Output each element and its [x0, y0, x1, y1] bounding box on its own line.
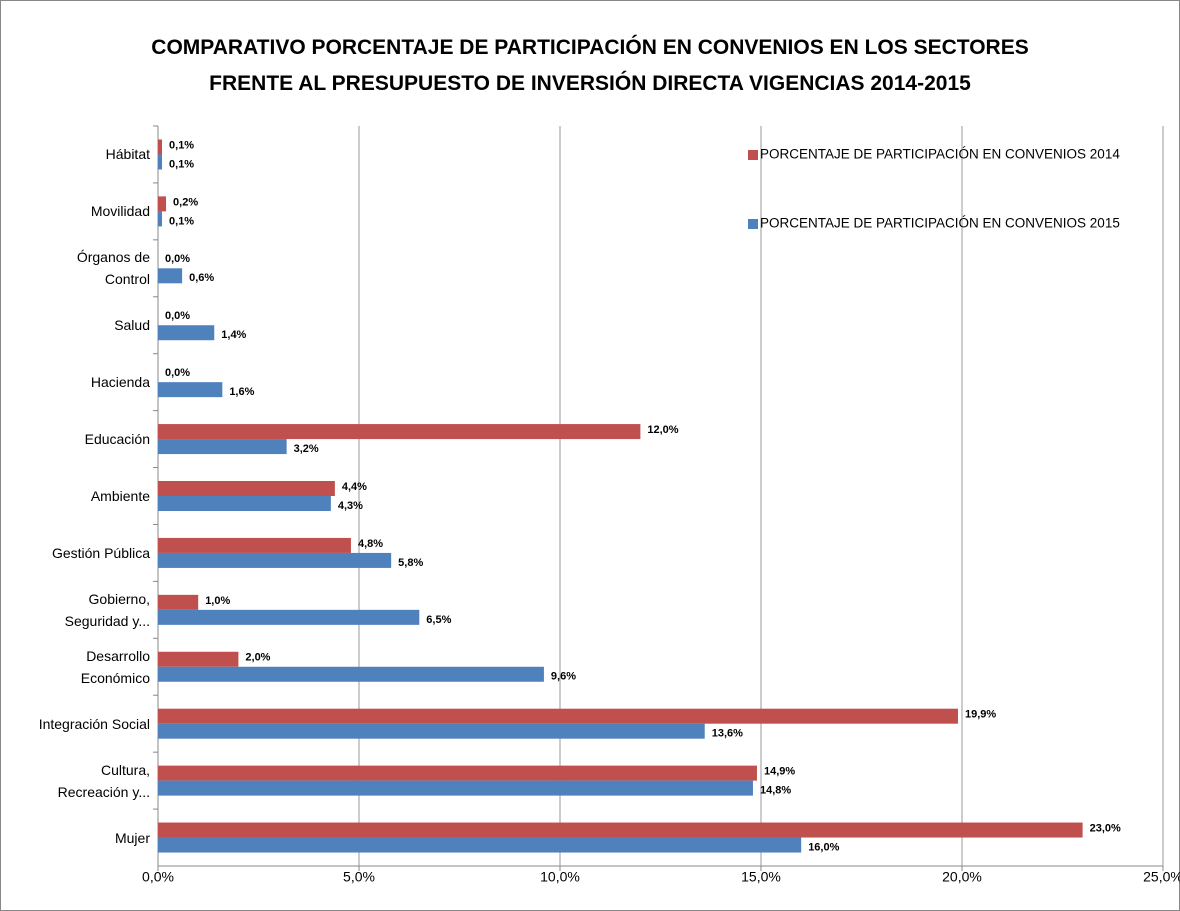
- y-tick-label: Cultura, Recreación y...: [57, 761, 150, 800]
- data-label: 4,3%: [338, 500, 363, 512]
- data-label: 0,1%: [169, 215, 194, 227]
- data-label: 0,2%: [173, 196, 198, 208]
- bar: [158, 723, 705, 739]
- bar: [158, 268, 183, 284]
- bar: [158, 552, 392, 568]
- data-label: 0,1%: [169, 158, 194, 170]
- bar: [158, 325, 215, 341]
- chart-title: COMPARATIVO PORCENTAJE DE PARTICIPACIÓN …: [151, 36, 1029, 95]
- data-label: 16,0%: [808, 841, 839, 853]
- bar: [158, 708, 958, 724]
- bar: [158, 765, 757, 781]
- bar: [158, 211, 163, 227]
- bar: [158, 382, 223, 398]
- x-tick-label: 20,0%: [942, 869, 982, 885]
- bar: [158, 481, 335, 496]
- bar: [158, 496, 331, 511]
- data-label: 0,0%: [165, 367, 190, 379]
- data-label: 0,0%: [165, 310, 190, 322]
- data-label: 19,9%: [965, 709, 996, 721]
- bar: [158, 651, 239, 667]
- data-label: 23,0%: [1090, 822, 1121, 834]
- bar: [158, 439, 287, 455]
- y-tick-label: Mujer: [114, 829, 150, 846]
- data-label: 13,6%: [712, 728, 743, 740]
- data-label: 0,6%: [189, 272, 214, 284]
- y-tick-label: Integración Social: [38, 715, 150, 732]
- bar: [158, 139, 163, 155]
- y-tick-label: Salud: [114, 317, 150, 334]
- bar: [158, 537, 351, 553]
- data-label: 1,0%: [205, 595, 230, 607]
- bar: [158, 424, 641, 440]
- y-tick-label: Hacienda: [90, 374, 150, 391]
- y-tick-label: Hábitat: [105, 146, 150, 163]
- x-tick-label: 10,0%: [540, 869, 580, 885]
- y-tick-label: Movilidad: [90, 203, 150, 220]
- y-tick-label: Educación: [84, 431, 150, 448]
- bar: [158, 666, 544, 682]
- y-tick-label: Órganos de Control: [76, 249, 150, 288]
- bar: [158, 837, 802, 853]
- data-label: 2,0%: [245, 652, 270, 664]
- legend-label: PORCENTAJE DE PARTICIPACIÓN EN CONVENIOS…: [760, 216, 1120, 231]
- data-label: 1,4%: [221, 329, 246, 341]
- data-label: 9,6%: [551, 671, 576, 683]
- data-label: 4,4%: [342, 481, 367, 493]
- bar: [158, 609, 420, 625]
- x-tick-label: 15,0%: [741, 869, 781, 885]
- bar: [158, 780, 753, 796]
- y-tick-label: Desarrollo Económico: [80, 647, 150, 686]
- y-tick-label: Gobierno, Seguridad y...: [64, 590, 150, 629]
- legend-swatch: [748, 150, 758, 160]
- data-label: 12,0%: [647, 424, 678, 436]
- data-label: 5,8%: [398, 557, 423, 569]
- data-label: 14,9%: [764, 766, 795, 778]
- legend-swatch: [748, 219, 758, 229]
- data-label: 3,2%: [294, 443, 319, 455]
- bar: [158, 822, 1083, 838]
- data-label: 14,8%: [760, 785, 791, 797]
- data-label: 1,6%: [229, 386, 254, 398]
- data-label: 6,5%: [426, 614, 451, 626]
- y-tick-label: Ambiente: [90, 488, 150, 504]
- bar: [158, 196, 167, 212]
- x-tick-label: 0,0%: [142, 869, 174, 885]
- bar: [158, 154, 163, 170]
- x-tick-label: 25,0%: [1143, 869, 1180, 885]
- x-tick-label: 5,0%: [343, 869, 375, 885]
- y-tick-label: Gestión Pública: [51, 544, 150, 561]
- data-label: 4,8%: [358, 538, 383, 550]
- bar: [158, 594, 199, 610]
- data-label: 0,0%: [165, 253, 190, 265]
- data-label: 0,1%: [169, 139, 194, 151]
- legend-label: PORCENTAJE DE PARTICIPACIÓN EN CONVENIOS…: [760, 147, 1120, 162]
